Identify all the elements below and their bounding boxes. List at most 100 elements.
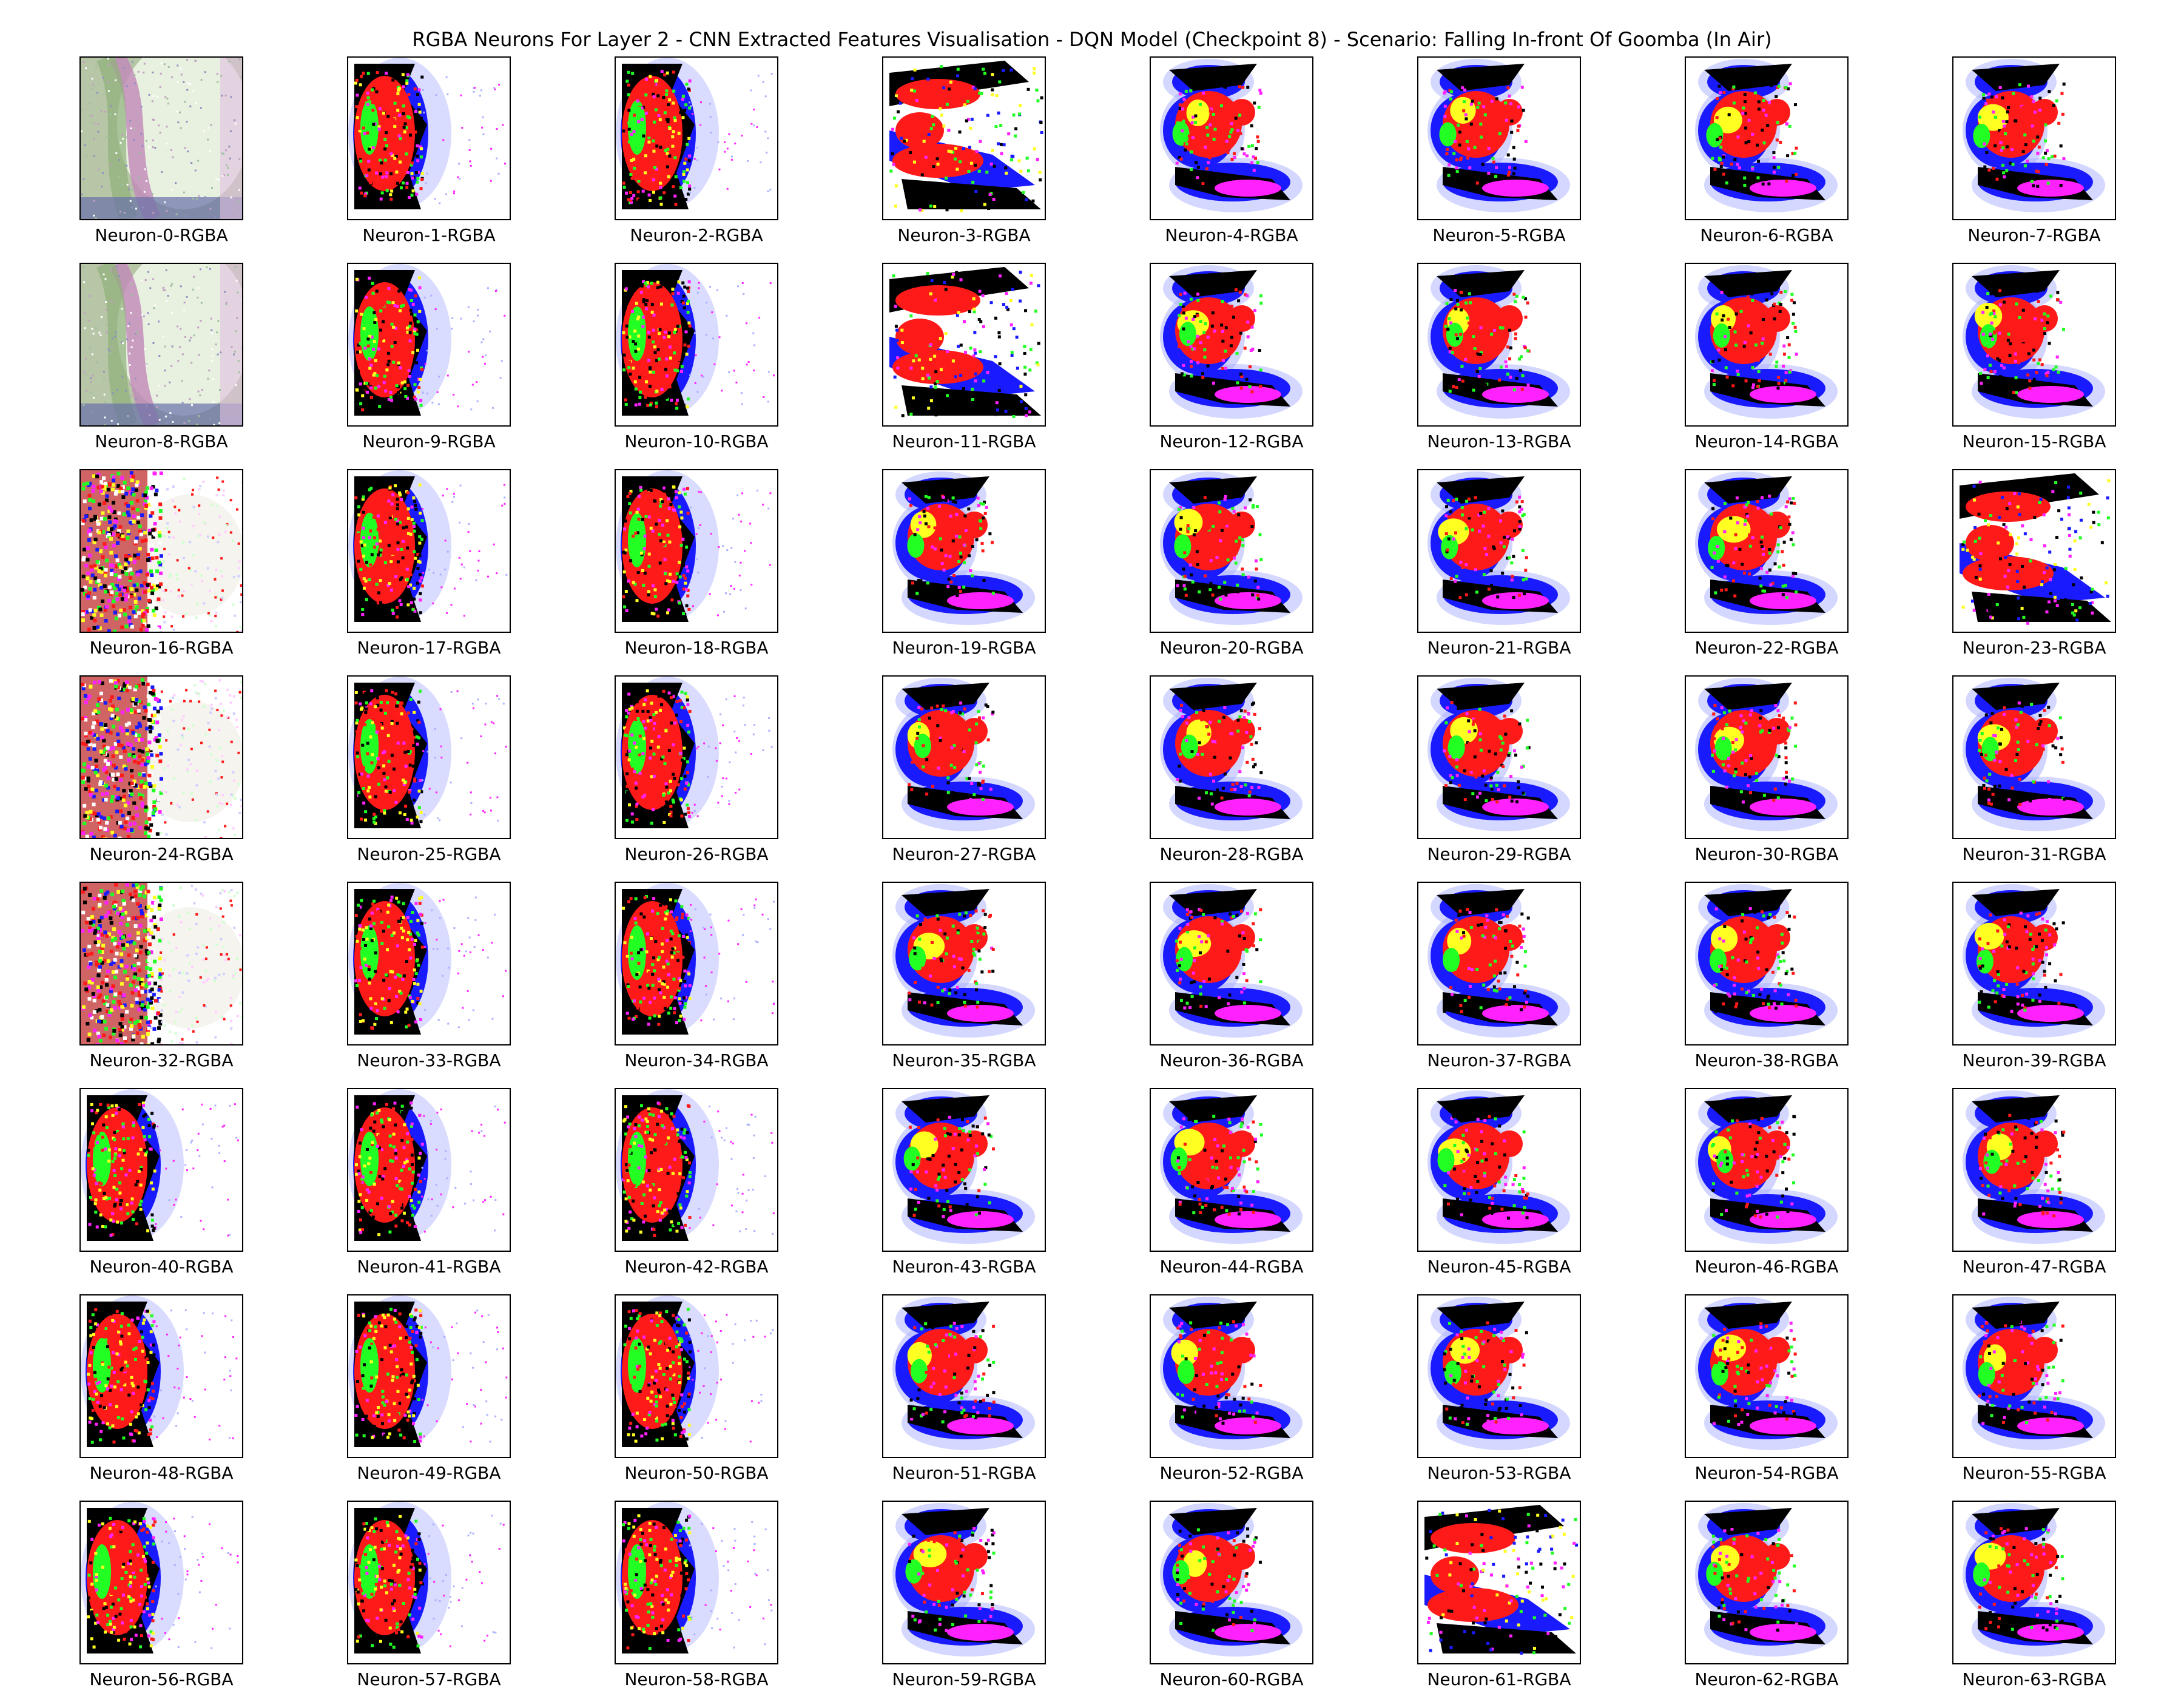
neuron-label: Neuron-37-RGBA bbox=[1427, 1050, 1571, 1070]
neuron-panel: Neuron-13-RGBA bbox=[1417, 263, 1581, 451]
neuron-image bbox=[882, 882, 1046, 1045]
neuron-label: Neuron-15-RGBA bbox=[1962, 431, 2106, 451]
neuron-label: Neuron-7-RGBA bbox=[1967, 225, 2101, 245]
neuron-image bbox=[615, 675, 778, 839]
neuron-label: Neuron-18-RGBA bbox=[624, 638, 769, 658]
neuron-image bbox=[1952, 882, 2116, 1045]
neuron-image bbox=[79, 263, 243, 427]
neuron-label: Neuron-51-RGBA bbox=[892, 1463, 1036, 1483]
neuron-label: Neuron-33-RGBA bbox=[357, 1050, 501, 1070]
neuron-panel: Neuron-43-RGBA bbox=[882, 1088, 1046, 1277]
neuron-label: Neuron-8-RGBA bbox=[95, 431, 228, 451]
neuron-label: Neuron-50-RGBA bbox=[624, 1463, 769, 1483]
neuron-image bbox=[79, 1088, 243, 1252]
neuron-panel: Neuron-44-RGBA bbox=[1150, 1088, 1313, 1277]
neuron-panel: Neuron-16-RGBA bbox=[79, 469, 243, 658]
neuron-panel: Neuron-18-RGBA bbox=[615, 469, 778, 658]
neuron-panel: Neuron-7-RGBA bbox=[1952, 56, 2116, 245]
neuron-panel: Neuron-60-RGBA bbox=[1150, 1501, 1313, 1689]
neuron-panel: Neuron-55-RGBA bbox=[1952, 1294, 2116, 1483]
neuron-image bbox=[79, 675, 243, 839]
neuron-panel: Neuron-4-RGBA bbox=[1150, 56, 1313, 245]
neuron-label: Neuron-54-RGBA bbox=[1694, 1463, 1839, 1483]
neuron-label: Neuron-25-RGBA bbox=[357, 844, 501, 864]
neuron-image bbox=[347, 469, 511, 633]
neuron-image bbox=[79, 1501, 243, 1664]
neuron-panel: Neuron-41-RGBA bbox=[347, 1088, 511, 1277]
neuron-image bbox=[347, 56, 511, 220]
neuron-panel: Neuron-58-RGBA bbox=[615, 1501, 778, 1689]
neuron-label: Neuron-52-RGBA bbox=[1159, 1463, 1304, 1483]
neuron-panel: Neuron-33-RGBA bbox=[347, 882, 511, 1070]
neuron-image bbox=[1952, 469, 2116, 633]
neuron-panel: Neuron-6-RGBA bbox=[1685, 56, 1849, 245]
neuron-label: Neuron-14-RGBA bbox=[1694, 431, 1839, 451]
neuron-panel: Neuron-19-RGBA bbox=[882, 469, 1046, 658]
neuron-panel: Neuron-35-RGBA bbox=[882, 882, 1046, 1070]
neuron-panel: Neuron-23-RGBA bbox=[1952, 469, 2116, 658]
neuron-panel: Neuron-45-RGBA bbox=[1417, 1088, 1581, 1277]
neuron-image bbox=[1150, 675, 1313, 839]
neuron-panel: Neuron-17-RGBA bbox=[347, 469, 511, 658]
neuron-label: Neuron-62-RGBA bbox=[1694, 1669, 1839, 1689]
neuron-label: Neuron-57-RGBA bbox=[357, 1669, 501, 1689]
neuron-image bbox=[882, 675, 1046, 839]
neuron-image bbox=[347, 675, 511, 839]
neuron-image bbox=[1952, 56, 2116, 220]
neuron-image bbox=[1150, 1294, 1313, 1458]
neuron-image bbox=[615, 1088, 778, 1252]
neuron-label: Neuron-3-RGBA bbox=[897, 225, 1031, 245]
neuron-label: Neuron-2-RGBA bbox=[630, 225, 763, 245]
neuron-panel: Neuron-27-RGBA bbox=[882, 675, 1046, 864]
neuron-image bbox=[79, 56, 243, 220]
neuron-label: Neuron-28-RGBA bbox=[1159, 844, 1304, 864]
neuron-image bbox=[79, 882, 243, 1045]
neuron-label: Neuron-61-RGBA bbox=[1427, 1669, 1571, 1689]
neuron-label: Neuron-24-RGBA bbox=[89, 844, 234, 864]
neuron-image bbox=[1685, 469, 1849, 633]
neuron-label: Neuron-10-RGBA bbox=[624, 431, 769, 451]
neuron-panel: Neuron-54-RGBA bbox=[1685, 1294, 1849, 1483]
neuron-image bbox=[882, 1501, 1046, 1664]
neuron-panel: Neuron-37-RGBA bbox=[1417, 882, 1581, 1070]
neuron-panel: Neuron-21-RGBA bbox=[1417, 469, 1581, 658]
neuron-image bbox=[1150, 882, 1313, 1045]
neuron-panel: Neuron-3-RGBA bbox=[882, 56, 1046, 245]
neuron-label: Neuron-1-RGBA bbox=[362, 225, 496, 245]
neuron-panel: Neuron-53-RGBA bbox=[1417, 1294, 1581, 1483]
neuron-label: Neuron-23-RGBA bbox=[1962, 638, 2106, 658]
neuron-panel: Neuron-26-RGBA bbox=[615, 675, 778, 864]
neuron-image bbox=[1150, 263, 1313, 427]
neuron-label: Neuron-47-RGBA bbox=[1962, 1257, 2106, 1277]
neuron-image bbox=[615, 882, 778, 1045]
neuron-image bbox=[347, 263, 511, 427]
neuron-label: Neuron-41-RGBA bbox=[357, 1257, 501, 1277]
neuron-image bbox=[347, 1294, 511, 1458]
neuron-panel: Neuron-46-RGBA bbox=[1685, 1088, 1849, 1277]
neuron-panel: Neuron-30-RGBA bbox=[1685, 675, 1849, 864]
neuron-image bbox=[1685, 882, 1849, 1045]
neuron-image bbox=[882, 1294, 1046, 1458]
neuron-label: Neuron-59-RGBA bbox=[892, 1669, 1036, 1689]
neuron-image bbox=[1685, 263, 1849, 427]
neuron-image bbox=[347, 882, 511, 1045]
neuron-label: Neuron-46-RGBA bbox=[1694, 1257, 1839, 1277]
neuron-panel: Neuron-2-RGBA bbox=[615, 56, 778, 245]
neuron-panel: Neuron-61-RGBA bbox=[1417, 1501, 1581, 1689]
neuron-label: Neuron-26-RGBA bbox=[624, 844, 769, 864]
neuron-panel: Neuron-14-RGBA bbox=[1685, 263, 1849, 451]
neuron-panel: Neuron-48-RGBA bbox=[79, 1294, 243, 1483]
neuron-panel: Neuron-24-RGBA bbox=[79, 675, 243, 864]
neuron-label: Neuron-45-RGBA bbox=[1427, 1257, 1571, 1277]
neuron-image bbox=[1685, 1294, 1849, 1458]
neuron-panel: Neuron-25-RGBA bbox=[347, 675, 511, 864]
neuron-image bbox=[1417, 675, 1581, 839]
neuron-panel: Neuron-57-RGBA bbox=[347, 1501, 511, 1689]
neuron-label: Neuron-34-RGBA bbox=[624, 1050, 769, 1070]
neuron-image bbox=[1150, 1501, 1313, 1664]
neuron-panel: Neuron-22-RGBA bbox=[1685, 469, 1849, 658]
neuron-label: Neuron-43-RGBA bbox=[892, 1257, 1036, 1277]
neuron-label: Neuron-55-RGBA bbox=[1962, 1463, 2106, 1483]
neuron-label: Neuron-30-RGBA bbox=[1694, 844, 1839, 864]
